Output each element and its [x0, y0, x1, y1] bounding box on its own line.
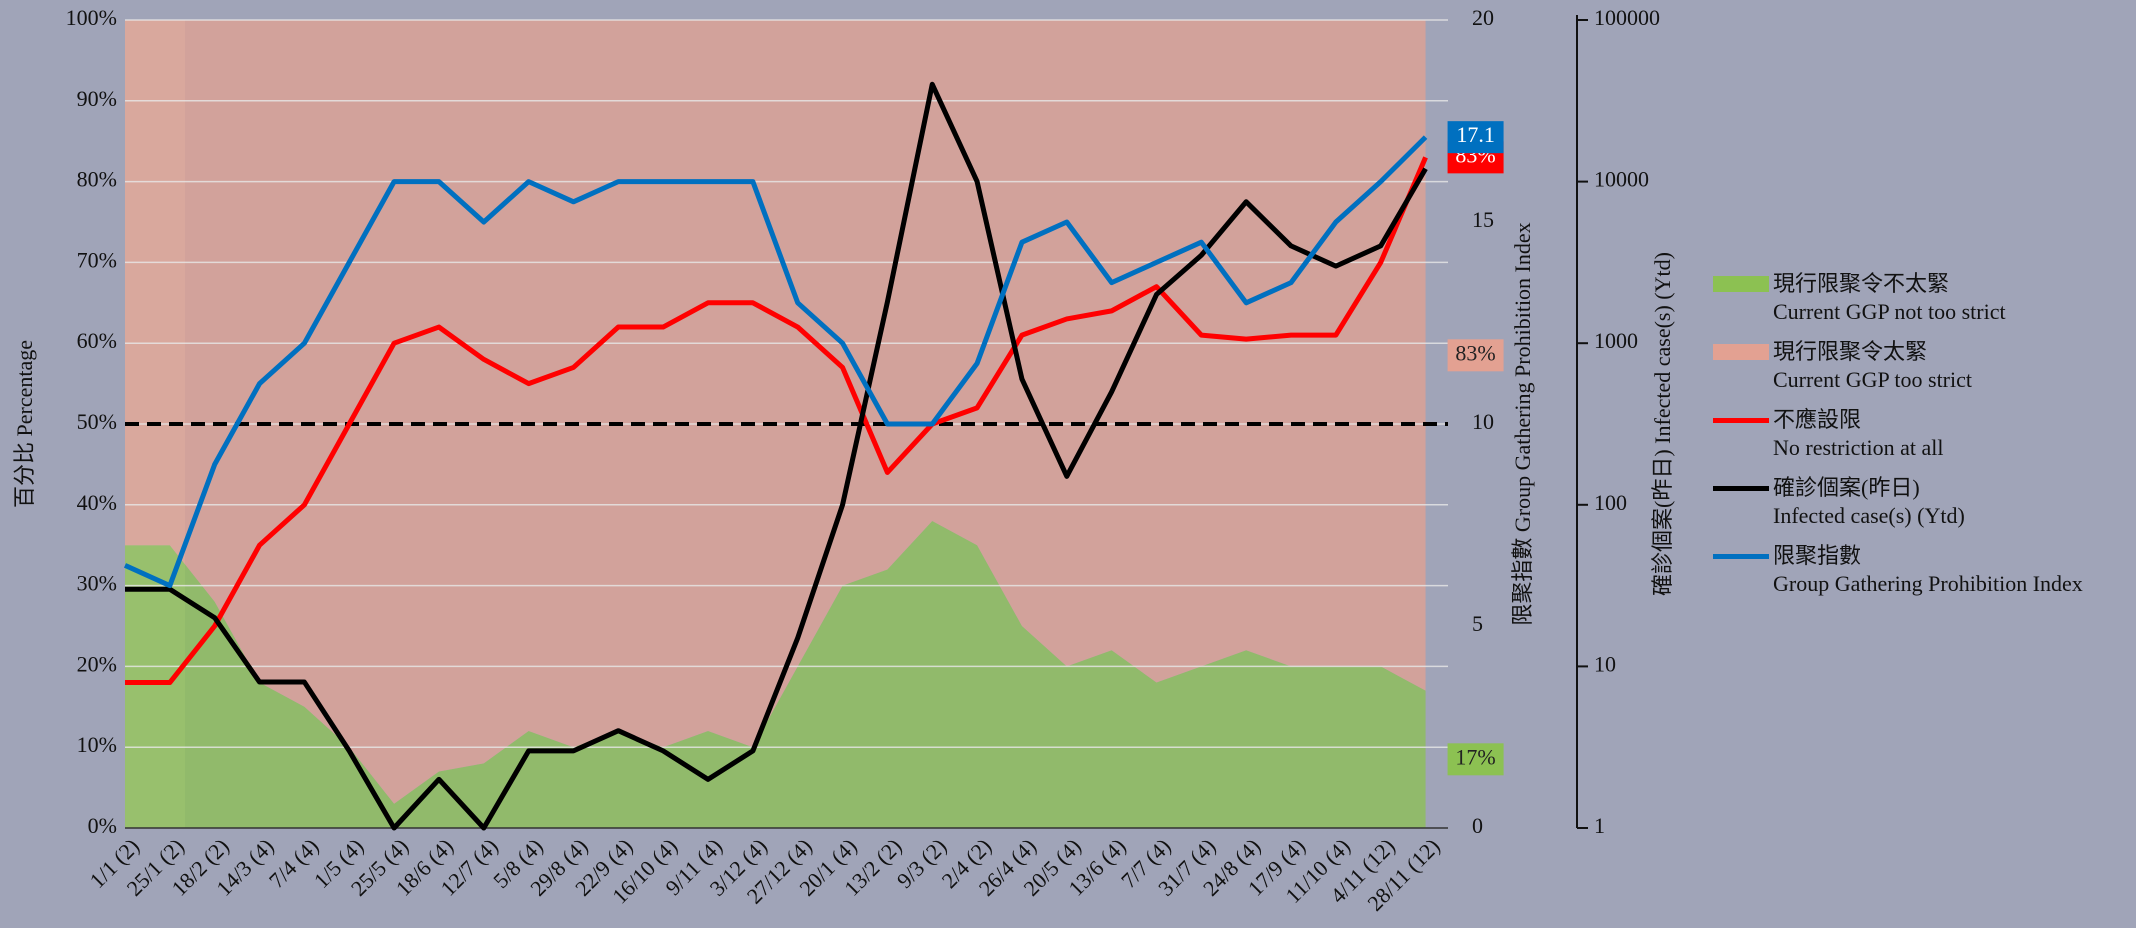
y2-tick-label: 5: [1472, 611, 1483, 636]
y-tick-label: 80%: [77, 167, 117, 192]
line: [125, 81, 1428, 831]
y3-tick-label: 100000: [1594, 5, 1660, 30]
legend-item: 現行限聚令不太緊 Current GGP not too strict: [1713, 270, 2083, 338]
y-tick-label: 100%: [66, 5, 117, 30]
y3-tick-label: 1000: [1594, 328, 1638, 353]
y-tick-label: 30%: [77, 571, 117, 596]
legend-label: 確診個案(昨日) Infected case(s) (Ytd): [1773, 475, 1965, 528]
value-label-box: [1447, 339, 1504, 372]
legend-label: 現行限聚令不太緊 Current GGP not too strict: [1773, 271, 2006, 324]
y3-axis-title: 確診個案(昨日) Infected case(s) (Ytd): [1650, 252, 1675, 596]
y2-tick-label: 15: [1472, 207, 1494, 232]
y3-tick-label: 10: [1594, 651, 1616, 676]
value-label-box: [1447, 121, 1504, 154]
y-axis-title: 百分比 Percentage: [12, 340, 37, 508]
y3-tick-label: 1: [1594, 813, 1605, 838]
legend: 現行限聚令不太緊 Current GGP not too strict 現行限聚令…: [1713, 270, 2083, 610]
legend-swatch: [1713, 486, 1769, 491]
legend-item: 確診個案(昨日) Infected case(s) (Ytd): [1713, 474, 2083, 542]
value-label: 83%: [1455, 340, 1495, 365]
legend-label: 現行限聚令太緊 Current GGP too strict: [1773, 339, 1972, 392]
y-tick-label: 60%: [77, 328, 117, 353]
y3-tick-label: 10000: [1594, 167, 1649, 192]
value-label-box: [1447, 743, 1504, 776]
legend-item: 限聚指數 Group Gathering Prohibition Index: [1713, 542, 2083, 610]
legend-label: 限聚指數 Group Gathering Prohibition Index: [1773, 543, 2083, 596]
legend-swatch: [1713, 276, 1769, 292]
value-label: 17.1: [1456, 122, 1495, 147]
y-tick-label: 0%: [88, 813, 117, 838]
legend-swatch: [1713, 554, 1769, 559]
line: [125, 156, 1428, 686]
y3-tick-label: 100: [1594, 490, 1627, 515]
y-tick-label: 10%: [77, 732, 117, 757]
legend-label: 不應設限 No restriction at all: [1773, 407, 1944, 460]
legend-item: 不應設限 No restriction at all: [1713, 406, 2083, 474]
line: [123, 135, 1428, 589]
area: [125, 20, 1426, 804]
y2-tick-label: 0: [1472, 813, 1483, 838]
y2-tick-label: 20: [1472, 5, 1494, 30]
x-tick-label: 9/3 (2): [892, 833, 952, 893]
y-tick-label: 20%: [77, 651, 117, 676]
y-tick-label: 70%: [77, 247, 117, 272]
y-tick-label: 50%: [77, 409, 117, 434]
legend-swatch: [1713, 344, 1769, 360]
legend-swatch: [1713, 418, 1769, 423]
x-tick-label: 7/4 (4): [264, 833, 324, 893]
y2-tick-label: 10: [1472, 409, 1494, 434]
y2-axis-title: 限聚指數 Group Gathering Prohibition Index: [1510, 222, 1535, 625]
value-label: 17%: [1455, 744, 1495, 769]
y-tick-label: 90%: [77, 86, 117, 111]
area: [125, 520, 1426, 828]
y-tick-label: 40%: [77, 490, 117, 515]
legend-item: 現行限聚令太緊 Current GGP too strict: [1713, 338, 2083, 406]
